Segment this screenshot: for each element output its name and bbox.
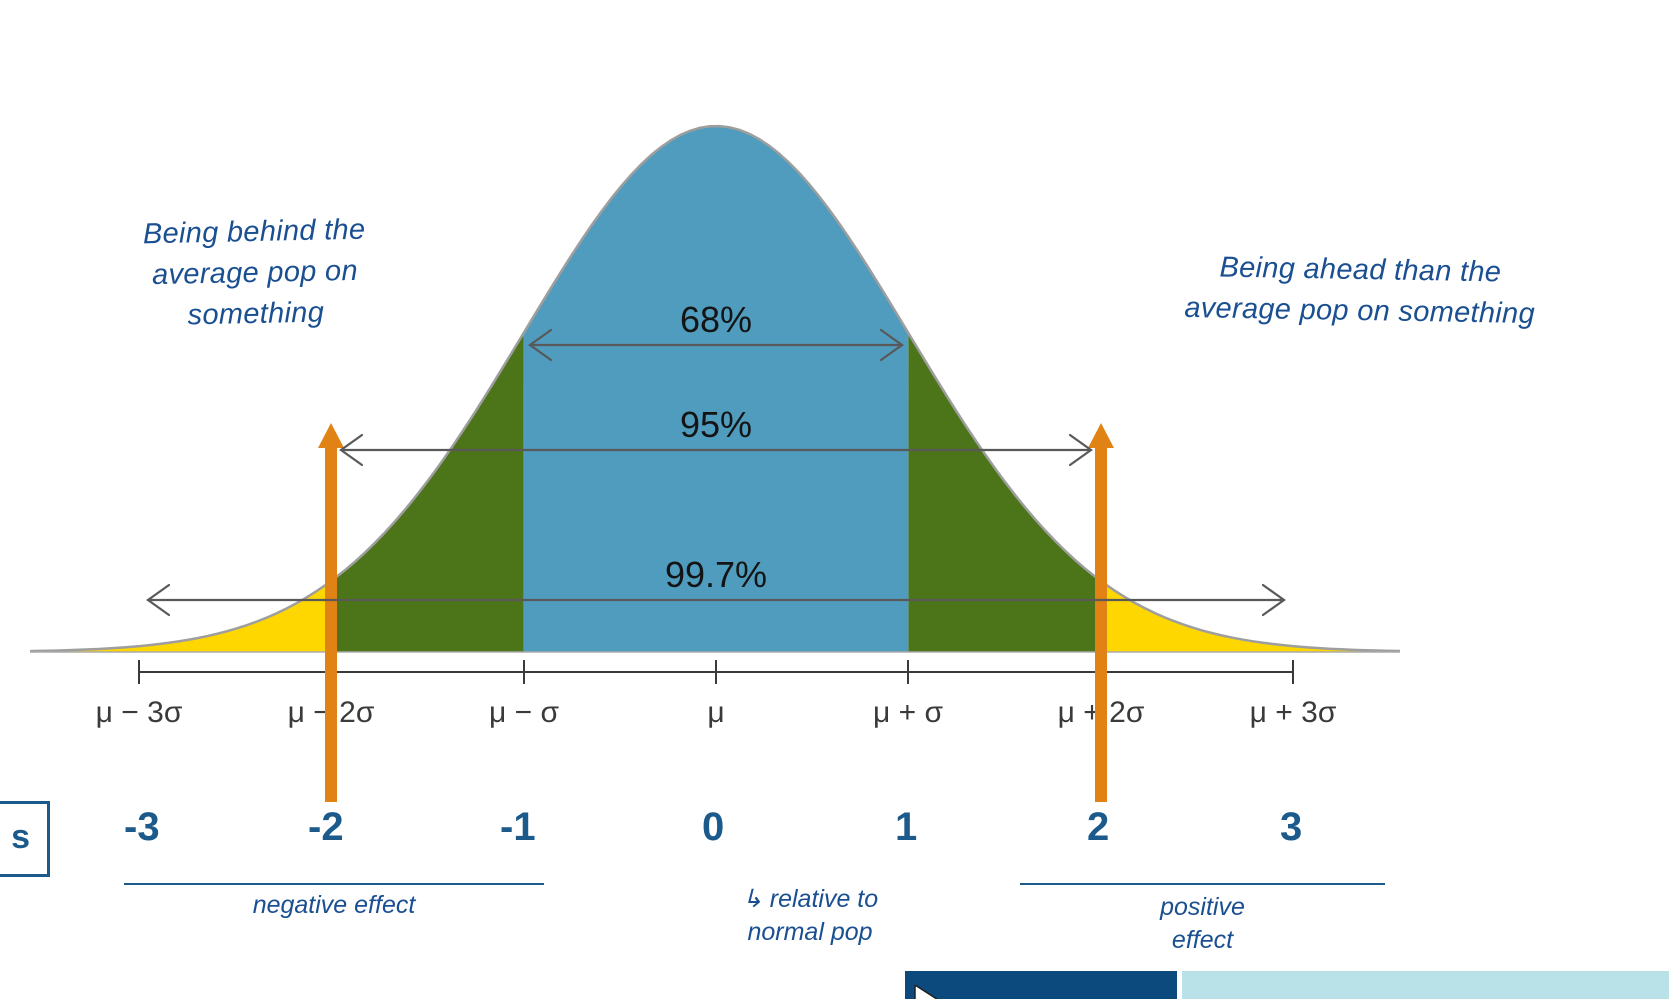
svg-text:μ − σ: μ − σ xyxy=(489,696,559,729)
svg-text:68%: 68% xyxy=(680,299,752,340)
svg-text:99.7%: 99.7% xyxy=(665,554,767,595)
svg-text:μ: μ xyxy=(707,696,724,729)
svg-text:95%: 95% xyxy=(680,404,752,445)
svg-text:μ − 3σ: μ − 3σ xyxy=(96,696,183,729)
svg-text:μ + σ: μ + σ xyxy=(873,696,943,729)
svg-text:μ + 3σ: μ + 3σ xyxy=(1250,696,1337,729)
